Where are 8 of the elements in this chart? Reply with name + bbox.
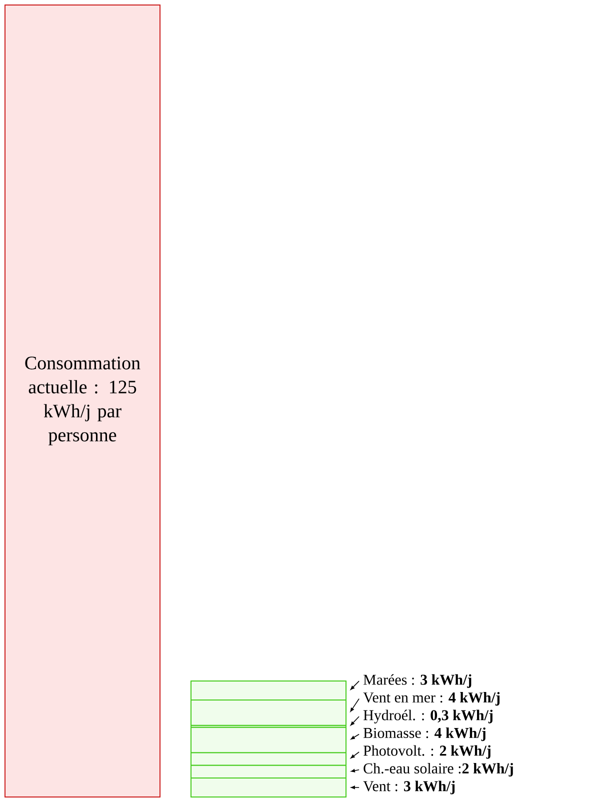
data-label: Consommation actuelle : 125 kWh/j par personne xyxy=(25,356,140,446)
data-label: Biomasse : 4 kWh/j xyxy=(363,727,486,742)
data-label: Hydroél. : 0,3 kWh/j xyxy=(363,710,492,724)
data-label: Photovolt. : 2 kWh/j xyxy=(363,745,490,759)
data-label: Ch.-eau solaire :2 kWh/j xyxy=(364,762,513,777)
data-label: Marées : 3 kWh/j xyxy=(363,674,472,688)
data-label: Vent : 3 kWh/j xyxy=(363,780,455,794)
data-label: Vent en mer : 4 kWh/j xyxy=(363,692,500,706)
